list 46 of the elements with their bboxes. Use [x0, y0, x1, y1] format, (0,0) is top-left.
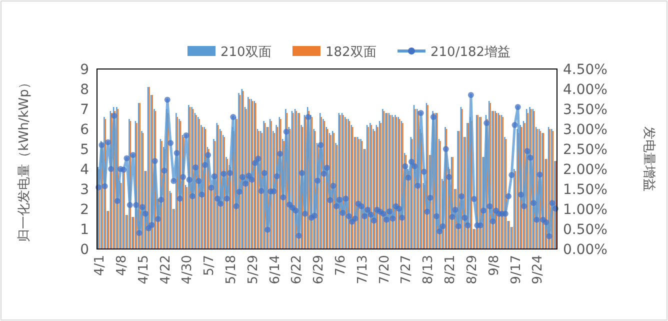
x-tick-label: 5/29 — [246, 255, 261, 284]
y2-tick-label: 4.00% — [563, 82, 608, 98]
y-tick-label: 9 — [80, 62, 89, 78]
y2-tick-label: 2.50% — [563, 142, 608, 158]
x-tick-label: 9/8 — [486, 255, 502, 276]
y-tick-label: 6 — [80, 122, 90, 138]
y2-tick-label: 4.50% — [563, 62, 608, 78]
y2-tick-label: 1.50% — [563, 182, 608, 198]
y-tick-label: 8 — [80, 82, 89, 98]
x-tick-label: 9/24 — [530, 255, 546, 284]
y2-tick-label: 2.00% — [563, 162, 608, 178]
x-tick-label: 4/15 — [136, 255, 152, 284]
x-tick-label: 6/29 — [312, 255, 327, 284]
y2-tick-label: 1.00% — [563, 202, 608, 218]
y2-tick-label: 0.00% — [563, 242, 608, 258]
x-tick-label: 7/27 — [399, 255, 414, 284]
y-tick-label: 2 — [80, 202, 89, 218]
x-tick-label: 4/30 — [180, 255, 196, 284]
y-tick-label: 7 — [80, 102, 89, 118]
y2-tick-label: 0.50% — [563, 222, 608, 238]
x-tick-label: 4/1 — [92, 255, 108, 276]
x-tick-label: 8/13 — [421, 255, 436, 284]
y-tick-label: 3 — [80, 182, 89, 198]
legend-label: 210双面 — [220, 45, 272, 60]
x-tick-label: 5/7 — [202, 255, 218, 276]
x-tick-label: 9/17 — [508, 255, 524, 284]
y2-axis-title: 发电量增益 — [641, 126, 656, 192]
y2-tick-label: 3.50% — [563, 102, 608, 118]
x-tick-label: 7/20 — [377, 255, 392, 284]
x-tick-label: 6/14 — [268, 255, 283, 284]
x-tick-label: 4/22 — [158, 255, 174, 284]
legend-label: 210/182增益 — [430, 45, 511, 60]
x-tick-label: 7/13 — [355, 255, 370, 284]
x-tick-label: 8/21 — [443, 255, 458, 284]
y-tick-label: 0 — [80, 242, 89, 258]
x-tick-label: 7/6 — [334, 255, 349, 276]
y2-tick-label: 3.00% — [563, 122, 608, 138]
legend-label: 182双面 — [326, 45, 376, 60]
x-tick-label: 5/18 — [224, 255, 239, 284]
y-axis-title: 归一化发电量（kWh/kWp） — [17, 76, 32, 242]
y-tick-label: 4 — [80, 162, 90, 178]
y-tick-label: 5 — [80, 142, 89, 158]
x-tick-label: 4/8 — [114, 255, 130, 276]
x-tick-label: 8/29 — [464, 255, 480, 284]
y-tick-label: 1 — [80, 222, 89, 238]
x-tick-label: 6/22 — [290, 255, 305, 284]
